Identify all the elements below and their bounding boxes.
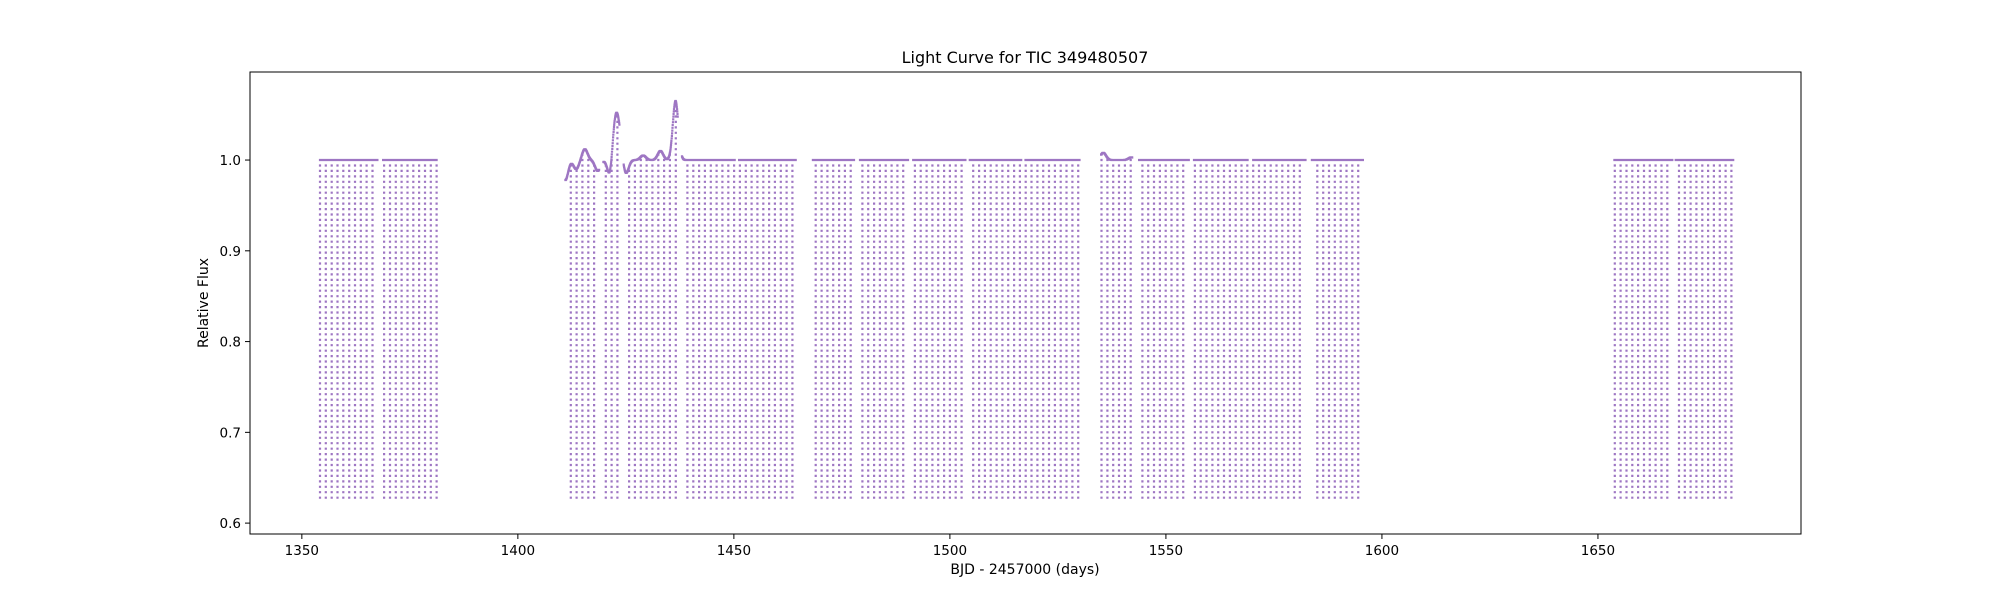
x-axis-label: BJD - 2457000 (days) bbox=[950, 562, 1099, 578]
y-tick-label: 0.8 bbox=[220, 335, 241, 351]
light-curve-segment bbox=[858, 158, 910, 499]
x-tick-label: 1550 bbox=[1149, 543, 1183, 559]
light-curve-segment bbox=[968, 158, 1023, 499]
y-tick-label: 0.6 bbox=[220, 516, 241, 532]
y-tick-label: 1.0 bbox=[220, 153, 241, 169]
y-tick-label: 0.7 bbox=[220, 425, 241, 441]
light-curve-segment bbox=[602, 111, 621, 499]
light-curve-segment bbox=[1613, 158, 1674, 499]
light-curve-segment bbox=[1100, 151, 1134, 499]
x-tick-label: 1400 bbox=[501, 543, 535, 559]
x-tick-label: 1450 bbox=[717, 543, 751, 559]
x-tick-label: 1350 bbox=[285, 543, 319, 559]
y-axis-ticks: 0.6 0.7 0.8 0.9 1.0 bbox=[220, 153, 250, 532]
light-curve-segment bbox=[318, 158, 379, 499]
chart-title: Light Curve for TIC 349480507 bbox=[902, 48, 1149, 67]
x-tick-label: 1500 bbox=[933, 543, 967, 559]
x-tick-label: 1600 bbox=[1365, 543, 1399, 559]
light-curve-segment bbox=[680, 155, 736, 499]
light-curve-segment bbox=[1138, 158, 1190, 499]
light-curve-segment bbox=[811, 158, 856, 499]
light-curve-segment bbox=[622, 99, 679, 499]
light-curve-segment bbox=[564, 148, 601, 499]
light-curve-segment bbox=[1310, 158, 1364, 499]
y-axis-label: Relative Flux bbox=[196, 258, 212, 348]
x-axis-ticks: 1350 1400 1450 1500 1550 1600 1650 bbox=[285, 534, 1615, 559]
data-points bbox=[318, 99, 1735, 499]
x-tick-label: 1650 bbox=[1581, 543, 1615, 559]
light-curve-segment bbox=[912, 158, 967, 499]
plot-frame bbox=[249, 71, 1802, 535]
y-tick-label: 0.9 bbox=[220, 244, 241, 260]
